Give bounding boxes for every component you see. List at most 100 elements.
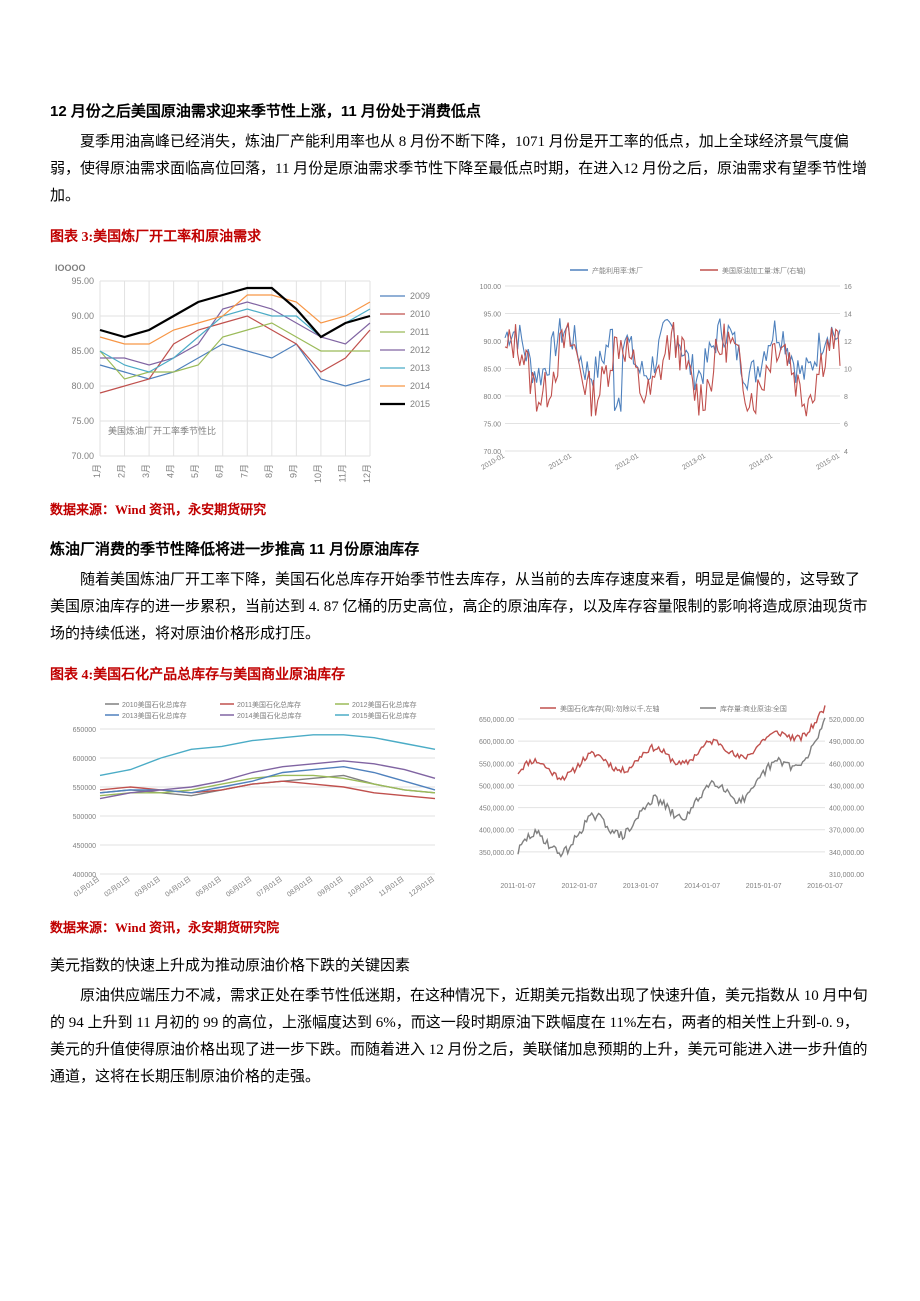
svg-text:8: 8 [844,394,848,401]
svg-text:2015美国石化总库存: 2015美国石化总库存 [352,711,417,720]
svg-text:430,000.00: 430,000.00 [829,783,864,790]
svg-text:美国原油加工量:炼厂(右轴): 美国原油加工量:炼厂(右轴) [722,266,806,275]
svg-text:520,000.00: 520,000.00 [829,717,864,724]
svg-text:85.00: 85.00 [483,367,501,374]
svg-text:2012-01-07: 2012-01-07 [561,883,597,890]
chart4-row: 2010美国石化总库存 2011美国石化总库存 2012美国石化总库存 2013美国石… [50,694,870,909]
svg-text:450,000.00: 450,000.00 [479,806,514,813]
source1-prefix: 数据来源： [50,502,115,517]
section3-para: 原油供应端压力不减，需求正处在季节性低迷期，在这种情况下，近期美元指数出现了快速… [50,983,870,1091]
svg-text:350,000.00: 350,000.00 [479,850,514,857]
section3-title: 美元指数的快速上升成为推动原油价格下跌的关键因素 [50,954,870,975]
section1-para: 夏季用油高峰已经消失，炼油厂产能利用率也从 8 月份不断下降，1071 月份是开… [50,129,870,210]
svg-text:460,000.00: 460,000.00 [829,761,864,768]
svg-text:500000: 500000 [73,814,96,821]
svg-text:6月: 6月 [215,464,225,478]
svg-text:2014-01: 2014-01 [748,453,774,472]
svg-text:16: 16 [844,284,852,291]
svg-text:100.00: 100.00 [480,284,502,291]
svg-text:550000: 550000 [73,785,96,792]
svg-text:5月: 5月 [190,464,200,478]
svg-text:500,000.00: 500,000.00 [479,783,514,790]
source1-rest: Wind 资讯，永安期货研究 [115,502,266,517]
svg-text:美国炼油厂开工率季节性比: 美国炼油厂开工率季节性比 [108,425,216,436]
svg-text:11月: 11月 [337,464,347,482]
chart4-title-row: 图表 4:美国石化产品总库存与美国商业原油库存 [50,664,870,684]
chart3-left: IOOOO70.0075.0080.0085.0090.0095.001月2月3… [50,256,450,491]
svg-text:9月: 9月 [288,464,298,478]
svg-text:2014: 2014 [410,381,430,391]
svg-text:75.00: 75.00 [71,416,94,426]
chart3-title: 美国炼厂开工率和原油需求 [93,230,261,245]
chart3-title-row: 图表 3:美国炼厂开工率和原油需求 [50,226,870,246]
svg-text:06月01日: 06月01日 [225,875,254,899]
chart3-label: 图表 3: [50,230,93,245]
svg-text:2013-01: 2013-01 [681,453,707,472]
section2-para: 随着美国炼油厂开工率下降，美国石化总库存开始季节性去库存，从当前的去库存速度来看… [50,567,870,648]
svg-text:4: 4 [844,449,848,456]
svg-text:2015-01: 2015-01 [815,453,841,472]
section1-title: 12 月份之后美国原油需求迎来季节性上涨，11 月份处于消费低点 [50,100,870,121]
svg-text:10月01日: 10月01日 [346,875,375,899]
svg-text:08月01日: 08月01日 [286,875,315,899]
chart4-label: 图表 4: [50,668,93,683]
svg-text:450000: 450000 [73,843,96,850]
svg-text:02月01日: 02月01日 [103,875,132,899]
svg-text:03月01日: 03月01日 [133,875,162,899]
svg-text:2011-01: 2011-01 [548,453,573,472]
svg-text:650000: 650000 [73,727,96,734]
chart4-left: 2010美国石化总库存 2011美国石化总库存 2012美国石化总库存 2013美国石… [50,694,450,909]
chart4-title: 美国石化产品总库存与美国商业原油库存 [93,668,345,683]
svg-text:2011: 2011 [410,327,429,337]
svg-text:09月01日: 09月01日 [316,875,345,899]
svg-text:2011-01-07: 2011-01-07 [500,883,535,890]
svg-text:75.00: 75.00 [483,422,501,429]
svg-text:14: 14 [844,312,852,319]
svg-text:80.00: 80.00 [71,381,94,391]
svg-text:90.00: 90.00 [71,311,94,321]
svg-text:12: 12 [844,339,852,346]
svg-text:12月: 12月 [362,464,372,483]
svg-text:2013-01-07: 2013-01-07 [623,883,659,890]
svg-text:2012: 2012 [410,345,430,355]
svg-text:340,000.00: 340,000.00 [829,850,864,857]
svg-text:2014美国石化总库存: 2014美国石化总库存 [237,711,302,720]
svg-text:10: 10 [844,367,852,374]
svg-text:95.00: 95.00 [483,312,501,319]
svg-text:2015-01-07: 2015-01-07 [746,883,782,890]
svg-text:310,000.00: 310,000.00 [829,872,864,879]
svg-text:400,000.00: 400,000.00 [829,806,864,813]
svg-text:2014-01-07: 2014-01-07 [684,883,720,890]
svg-text:2016-01-07: 2016-01-07 [807,883,843,890]
svg-text:2009: 2009 [410,291,430,301]
svg-text:600000: 600000 [73,756,96,763]
svg-text:70.00: 70.00 [71,451,94,461]
svg-text:2015: 2015 [410,399,430,409]
source2: 数据来源：Wind 资讯，永安期货研究院 [50,917,870,936]
svg-text:600,000.00: 600,000.00 [479,739,514,746]
svg-text:650,000.00: 650,000.00 [479,717,514,724]
chart4-right: 美国石化库存(周):勿除以千,左轴库存量:商业原油:全国350,000.0040… [470,694,870,909]
section2-title: 炼油厂消费的季节性降低将进一步推高 11 月份原油库存 [50,538,870,559]
svg-text:05月01日: 05月01日 [194,875,223,899]
source1: 数据来源：Wind 资讯，永安期货研究 [50,499,870,518]
svg-text:2010美国石化总库存: 2010美国石化总库存 [122,700,187,709]
svg-text:4月: 4月 [166,464,176,478]
svg-text:95.00: 95.00 [71,276,94,286]
svg-text:2月: 2月 [117,464,127,478]
svg-text:7月: 7月 [239,464,249,478]
svg-text:2011美国石化总库存: 2011美国石化总库存 [237,700,301,709]
svg-text:90.00: 90.00 [483,339,501,346]
svg-text:11月01日: 11月01日 [377,875,405,898]
svg-text:1月: 1月 [92,464,102,478]
svg-text:85.00: 85.00 [71,346,94,356]
svg-text:6: 6 [844,422,848,429]
svg-text:2010: 2010 [410,309,430,319]
svg-text:2012美国石化总库存: 2012美国石化总库存 [352,700,417,709]
svg-text:美国石化库存(周):勿除以千,左轴: 美国石化库存(周):勿除以千,左轴 [560,704,660,713]
svg-text:80.00: 80.00 [483,394,501,401]
svg-text:490,000.00: 490,000.00 [829,739,864,746]
svg-text:2013美国石化总库存: 2013美国石化总库存 [122,711,187,720]
chart3-row: IOOOO70.0075.0080.0085.0090.0095.001月2月3… [50,256,870,491]
svg-text:8月: 8月 [264,464,274,478]
